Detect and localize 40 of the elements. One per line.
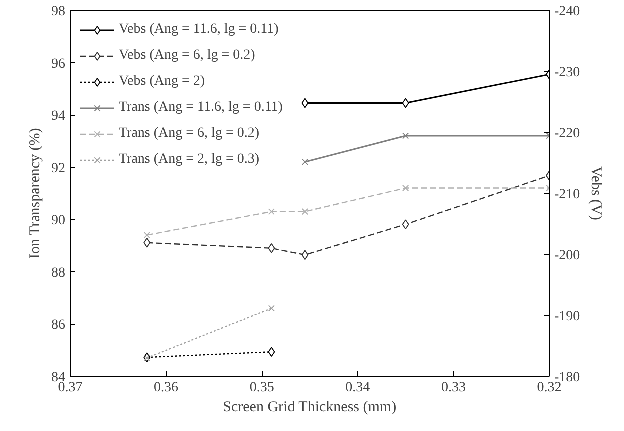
- point: [144, 238, 151, 248]
- y-tick-label: 88: [52, 266, 66, 281]
- x-tick-label: 0.35: [250, 380, 274, 396]
- x-tick-label: 0.36: [154, 380, 179, 396]
- y-tick-label: 96: [52, 56, 66, 72]
- legend-label: Vebs (Ang = 2): [119, 74, 206, 90]
- legend-label: Trans (Ang = 11.6, lg = 0.11): [119, 100, 283, 116]
- point: [402, 98, 410, 108]
- y2-tick-label: -190: [554, 310, 580, 324]
- x-axis-title: Screen Grid Thickness (mm): [223, 400, 397, 416]
- point: [268, 347, 276, 358]
- point: [302, 250, 309, 260]
- x-tick-label: 0.33: [441, 380, 466, 396]
- legend-label: Vebs (Ang = 6, lg = 0.2): [119, 48, 256, 64]
- x-tick-label: 0.34: [346, 380, 370, 396]
- y-tick-label: 94: [52, 109, 66, 124]
- y2-tick-label: -220: [554, 126, 580, 142]
- y-tick-label: 92: [52, 161, 66, 176]
- y-tick-label: 98: [52, 4, 66, 20]
- y2-axis-title: Vebs (V): [588, 166, 604, 220]
- y-tick-label: 86: [52, 318, 66, 334]
- point: [402, 132, 410, 140]
- point: [144, 232, 150, 239]
- y-tick-label: 90: [52, 214, 66, 229]
- legend-label: Vebs (Ang = 11.6, lg = 0.11): [119, 22, 279, 38]
- legend-label: Trans (Ang = 2, lg = 0.3): [119, 152, 260, 168]
- y-axis-title: Ion Transparency (%): [28, 128, 44, 260]
- point: [302, 208, 309, 216]
- point: [268, 208, 276, 216]
- point: [268, 243, 276, 254]
- y2-tick-label: -210: [554, 188, 580, 202]
- y2-tick-label: -240: [554, 4, 580, 20]
- point: [402, 220, 410, 230]
- y2-tick-label: -200: [554, 248, 580, 264]
- point: [402, 184, 410, 192]
- point: [302, 98, 309, 108]
- y2-tick-label: -230: [554, 66, 580, 80]
- point: [302, 158, 309, 166]
- legend-label: Trans (Ang = 6, lg = 0.2): [119, 126, 260, 142]
- point: [268, 305, 276, 312]
